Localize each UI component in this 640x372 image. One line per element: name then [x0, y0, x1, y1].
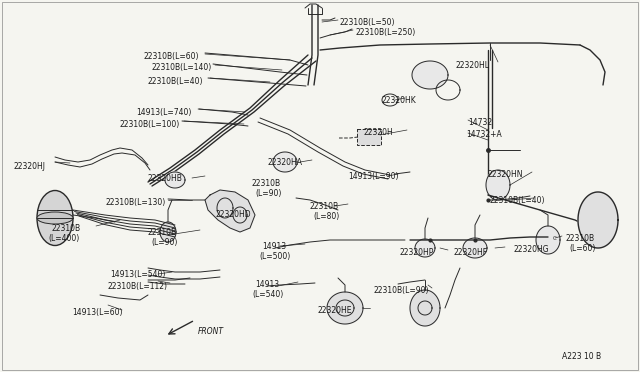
Text: (L=90): (L=90)	[151, 238, 177, 247]
Polygon shape	[486, 170, 510, 200]
Text: 22320HE: 22320HE	[318, 306, 353, 315]
Text: 22310B(L=40): 22310B(L=40)	[490, 196, 545, 205]
Polygon shape	[205, 190, 255, 232]
Ellipse shape	[37, 212, 73, 224]
Polygon shape	[327, 292, 363, 324]
FancyBboxPatch shape	[357, 129, 381, 145]
Text: 22310B(L=40): 22310B(L=40)	[148, 77, 204, 86]
Polygon shape	[410, 290, 440, 326]
Text: 14913(L=740): 14913(L=740)	[136, 108, 191, 117]
Text: 22320HK: 22320HK	[382, 96, 417, 105]
Text: 22310B(L=112): 22310B(L=112)	[107, 282, 167, 291]
Text: 22320HA: 22320HA	[268, 158, 303, 167]
Polygon shape	[273, 152, 297, 172]
Text: 22320HP: 22320HP	[400, 248, 435, 257]
Text: 22320HJ: 22320HJ	[14, 162, 46, 171]
Text: (L=80): (L=80)	[313, 212, 339, 221]
Text: 22310B(L=140): 22310B(L=140)	[152, 63, 212, 72]
Polygon shape	[412, 61, 448, 89]
Text: 22310B: 22310B	[566, 234, 595, 243]
Text: (L=500): (L=500)	[259, 252, 291, 261]
Polygon shape	[160, 222, 176, 242]
Polygon shape	[463, 238, 487, 258]
Polygon shape	[415, 239, 435, 257]
Text: 22310B(L=90): 22310B(L=90)	[373, 286, 429, 295]
Polygon shape	[165, 172, 185, 188]
Text: 22320HD: 22320HD	[215, 210, 251, 219]
Text: 22310B: 22310B	[148, 228, 177, 237]
Text: 14913: 14913	[255, 280, 279, 289]
Text: 22310B(L=50): 22310B(L=50)	[340, 18, 396, 27]
Text: 22310B: 22310B	[52, 224, 81, 233]
Text: 14913(L=90): 14913(L=90)	[348, 172, 399, 181]
Text: 14732+A: 14732+A	[466, 130, 502, 139]
Text: 22310B(L=250): 22310B(L=250)	[355, 28, 415, 37]
Text: 14913: 14913	[262, 242, 286, 251]
Polygon shape	[536, 226, 560, 254]
Polygon shape	[578, 192, 618, 248]
Text: 22320HF: 22320HF	[453, 248, 487, 257]
Text: 22320HN: 22320HN	[488, 170, 524, 179]
Text: 22310B: 22310B	[310, 202, 339, 211]
Text: 22320HB: 22320HB	[148, 174, 183, 183]
Text: 22320H: 22320H	[364, 128, 394, 137]
Text: 14732: 14732	[468, 118, 492, 127]
Text: FRONT: FRONT	[198, 327, 224, 336]
Text: (L=60): (L=60)	[569, 244, 595, 253]
Text: (L=90): (L=90)	[255, 189, 282, 198]
Text: 22310B(L=130): 22310B(L=130)	[105, 198, 165, 207]
Text: 22320HG: 22320HG	[514, 245, 550, 254]
Text: 14913(L=60): 14913(L=60)	[72, 308, 122, 317]
Text: (L=540): (L=540)	[252, 290, 284, 299]
Text: A223 10 B: A223 10 B	[562, 352, 601, 361]
Ellipse shape	[37, 190, 73, 246]
Text: 14913(L=540): 14913(L=540)	[110, 270, 165, 279]
Text: 22310B(L=100): 22310B(L=100)	[120, 120, 180, 129]
Text: C: C	[553, 235, 557, 241]
Text: 22320HL: 22320HL	[455, 61, 489, 70]
Text: 22310B: 22310B	[252, 179, 281, 188]
Text: (L=400): (L=400)	[48, 234, 79, 243]
Text: 22310B(L=60): 22310B(L=60)	[143, 52, 198, 61]
